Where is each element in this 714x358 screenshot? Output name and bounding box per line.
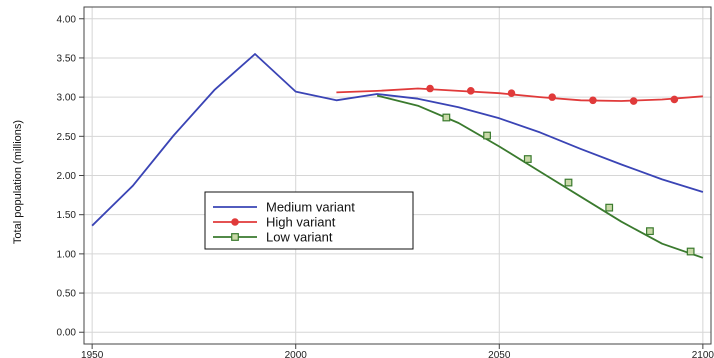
series-marker	[483, 131, 491, 140]
y-axis: 0.00 0.50 1.00 1.50 2.00 2.50 3.00 3.50 4.00	[57, 14, 84, 339]
x-tick-label: 1950	[81, 350, 104, 358]
legend-box	[204, 191, 414, 250]
y-axis-title: Total population (millions)	[12, 120, 24, 244]
series-marker	[589, 96, 597, 105]
series-marker	[605, 203, 614, 212]
x-tick-label: 2100	[692, 350, 714, 358]
series-marker	[426, 84, 434, 93]
y-tick-label: 1.00	[57, 249, 77, 260]
y-tick-label: 3.50	[57, 53, 77, 64]
series-marker	[442, 113, 451, 122]
y-tick-label: 1.50	[57, 210, 77, 221]
series-line	[336, 87, 703, 102]
legend-label: Medium variant	[266, 200, 355, 215]
series-line	[91, 53, 704, 227]
legend-marker	[231, 233, 239, 241]
y-tick-label: 3.00	[57, 93, 77, 104]
y-tick-label: 2.00	[57, 171, 77, 182]
grid-lines	[84, 7, 711, 344]
y-tick-label: 4.00	[57, 14, 77, 25]
series-marker	[507, 89, 516, 98]
legend-label: High variant	[266, 215, 336, 230]
series-marker	[523, 155, 532, 163]
legend-label: Low variant	[266, 230, 333, 245]
series-marker	[646, 227, 654, 236]
series-lines	[91, 53, 704, 259]
series-marker	[670, 95, 679, 104]
series-marker	[548, 93, 557, 101]
series-line	[376, 94, 704, 259]
y-tick-label: 0.50	[57, 289, 77, 300]
y-tick-label: 0.00	[57, 328, 77, 339]
series-marker	[629, 97, 638, 105]
x-tick-label: 2000	[285, 350, 308, 358]
series-marker	[466, 87, 475, 95]
y-tick-label: 2.50	[57, 132, 77, 143]
legend-marker	[231, 218, 239, 226]
series-marker	[564, 178, 573, 187]
x-tick-label: 2050	[488, 350, 511, 358]
x-axis: 1950 2000 2050 2100	[81, 344, 714, 358]
series-marker	[686, 247, 695, 256]
